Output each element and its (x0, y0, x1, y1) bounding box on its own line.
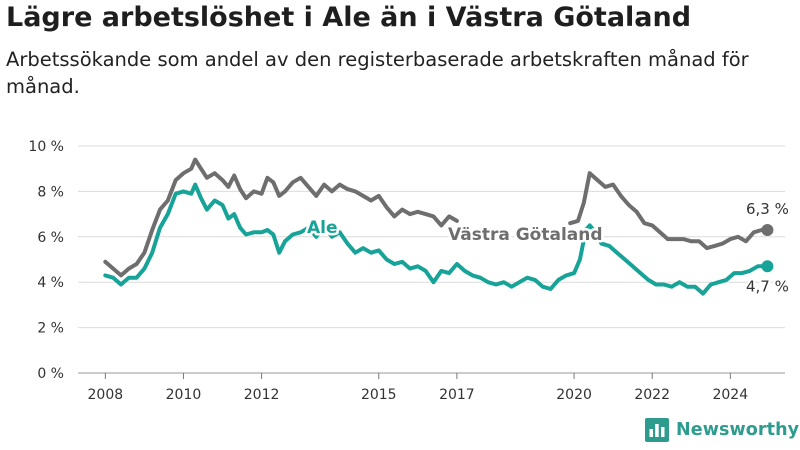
y-axis-ticks: 0 % 2 % 4 % 6 % 8 % 10 % (28, 139, 64, 382)
x-tick-label: 2012 (244, 387, 280, 403)
chart-subtitle: Arbetssökande som andel av den registerb… (6, 48, 749, 98)
y-tick-label: 10 % (28, 139, 64, 155)
x-tick-label: 2015 (361, 387, 397, 403)
series-line-ale (103, 182, 770, 296)
end-point-vastra-gotaland (761, 223, 774, 236)
y-tick-label: 8 % (37, 184, 64, 200)
series-line-vastra-gotaland (103, 157, 459, 278)
newsworthy-logo[interactable]: Newsworthy (645, 418, 799, 442)
chart-title: Lägre arbetslöshet i Ale än i Västra Göt… (6, 2, 692, 33)
y-tick-label: 4 % (37, 275, 64, 291)
end-point-ale (761, 260, 774, 273)
series-label-vastra-gotaland: Västra Götaland (448, 225, 603, 245)
series-labels: Ale Västra Götaland 6,3 % 4,7 % (305, 198, 791, 297)
end-label-ale: 4,7 % (746, 277, 789, 295)
x-axis: 2008 2010 2012 2015 2017 2020 2022 2024 (88, 373, 748, 403)
x-tick-label: 2010 (166, 387, 202, 403)
bar-chart-logo-icon (645, 418, 669, 442)
brand-name: Newsworthy (676, 420, 800, 440)
gridlines (78, 145, 785, 374)
x-tick-label: 2008 (88, 387, 124, 403)
x-tick-label: 2024 (712, 387, 748, 403)
series-label-ale: Ale (307, 218, 338, 238)
x-tick-label: 2022 (634, 387, 670, 403)
y-tick-label: 0 % (37, 366, 64, 382)
series-lines (103, 157, 774, 296)
x-tick-label: 2017 (439, 387, 475, 403)
x-tick-label: 2020 (556, 387, 592, 403)
y-tick-label: 2 % (37, 321, 64, 337)
series-line-vastra-gotaland-2 (568, 171, 770, 251)
y-tick-label: 6 % (37, 230, 64, 246)
end-label-vastra-gotaland: 6,3 % (746, 200, 789, 218)
